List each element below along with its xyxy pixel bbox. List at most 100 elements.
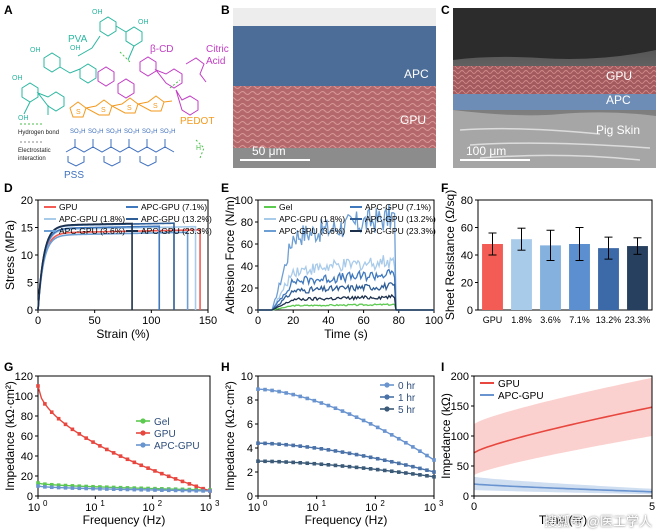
legend-marker	[384, 394, 390, 400]
H-ytick-label: 6	[247, 419, 253, 431]
series-apc-gpu-3-6--line	[37, 231, 189, 311]
G-ytick-label: 120	[15, 371, 33, 383]
series-gpu-point	[160, 471, 164, 476]
sem-c-pigskin-label: Pig Skin	[596, 123, 640, 137]
E-xtick-label: 60	[357, 315, 369, 327]
panel-f-letter: F	[441, 181, 448, 195]
H-xtick-label: 10	[365, 502, 377, 514]
panel-d-letter: D	[4, 181, 13, 195]
series-gpu-point	[187, 482, 192, 486]
series-gel-point	[84, 484, 88, 489]
sem-c-gpu-layer	[453, 66, 656, 94]
I-xlabel: Time (hr)	[539, 513, 587, 527]
E-plot-frame	[257, 199, 435, 311]
interaction-label: interaction	[18, 156, 46, 162]
I-xtick-label: 0	[471, 501, 477, 513]
series-1-hr-point	[326, 448, 331, 452]
H-xtick-label: 10	[307, 502, 319, 514]
series-apc-gpu-point	[118, 487, 123, 492]
F-ytick-label: 60	[461, 223, 473, 235]
G-xtick-label: 10	[200, 502, 212, 514]
series-5-hr-point	[298, 460, 303, 465]
bar-3-6-	[540, 245, 561, 310]
legend-marker	[140, 442, 146, 448]
svg-text:OH: OH	[18, 115, 29, 122]
series-5-hr-point	[375, 467, 380, 472]
pedot-structure	[69, 95, 173, 118]
series-0-hr-point	[277, 389, 281, 394]
series-5-hr-point	[291, 460, 295, 465]
H-xtick-exp: 1	[322, 499, 327, 508]
series-apc-gpu-point	[208, 489, 212, 493]
G-xtick-exp: 2	[158, 499, 163, 508]
series-apc-gpu-point	[180, 488, 185, 493]
series-0-hr-point	[263, 387, 267, 392]
series-1-hr-point	[389, 459, 394, 464]
sem-b-gpu-layer	[233, 86, 436, 148]
series-gpu-point	[77, 432, 82, 436]
series-0-hr-point	[305, 396, 310, 401]
series-1-hr-point	[361, 454, 366, 458]
series-1-hr-point	[404, 463, 408, 467]
D-xtick-label: 50	[89, 315, 101, 327]
chart-i: 0 50 100 150 200 0 5 Time (hr) Impedance (kΩ) GPU…	[439, 371, 655, 527]
series-1-hr-point	[397, 461, 401, 466]
G-xtick-exp: 3	[215, 499, 220, 508]
watermark: 搜狐号 @医工学人	[544, 514, 652, 529]
series-gpu-line	[37, 229, 201, 311]
series-gpu-point	[153, 469, 157, 473]
series-gpu-point	[105, 447, 109, 452]
H-xtick-exp: 2	[380, 499, 385, 508]
legend-marker	[140, 430, 146, 436]
G-ytick-label: 100	[15, 391, 33, 403]
series-apc-gpu-point	[173, 488, 178, 493]
series-apc-gpu-point	[77, 486, 82, 491]
series-0-hr-point	[312, 398, 317, 403]
series-gpu-point	[56, 416, 61, 421]
series-gpu-point	[98, 444, 102, 448]
series-1-hr-point	[312, 446, 317, 450]
H-xtick-exp: 3	[439, 499, 444, 508]
bar-13-2-	[598, 248, 619, 310]
I-ylabel: Impedance (kΩ)	[439, 393, 453, 479]
series-gel-point	[91, 484, 95, 489]
series-gel-point	[77, 484, 82, 488]
sem-c-apc-label: APC	[606, 93, 631, 107]
h-label: H	[196, 145, 201, 152]
series-gel-point	[63, 483, 68, 488]
H-ylabel: Impedance (kΩ·cm²)	[223, 381, 237, 491]
series-apc-gpu-point	[194, 488, 199, 493]
hbond-legend: Hydrogen bond Electrostatic interaction	[18, 123, 59, 162]
series-gpu-point	[70, 427, 75, 432]
F-plot-frame	[477, 199, 653, 311]
svg-text:SO₃H: SO₃H	[160, 129, 175, 135]
sem-b-top	[233, 8, 436, 26]
svg-text:S: S	[76, 109, 81, 116]
acid-label: Acid	[206, 56, 225, 67]
series-gpu-point	[201, 486, 205, 491]
D-ytick-label: 15	[21, 223, 33, 235]
svg-text:OH: OH	[30, 47, 41, 54]
legend-label: APC-GPU	[498, 391, 544, 402]
series-gpu-point	[125, 457, 130, 462]
legend-label: 1 hr	[398, 393, 416, 404]
series-gpu-point	[84, 436, 88, 440]
series-gpu-line	[473, 406, 653, 454]
series-gpu-point	[36, 384, 40, 388]
series-apc-gpu-point	[56, 485, 61, 490]
series-apc-gpu-point	[201, 489, 205, 493]
panel-c: C GPU APC Pig Skin 100 μm	[441, 3, 656, 168]
citric-label: Citric	[206, 44, 229, 55]
legend-label: 0 hr	[398, 381, 416, 392]
series-0-hr-point	[347, 412, 352, 416]
I-ytick-label: 100	[451, 431, 469, 443]
series-apc-gpu-point	[98, 487, 102, 491]
sem-b-scale-label: 50 μm	[252, 144, 286, 158]
panel-c-letter: C	[441, 3, 450, 17]
series-0-hr-point	[404, 440, 408, 445]
G-xtick-exp: 1	[100, 499, 105, 508]
legend-label: APC-GPU (7.1%)	[141, 202, 207, 212]
series-1-hr-line	[257, 442, 435, 473]
sem-b-apc-layer	[233, 26, 436, 88]
